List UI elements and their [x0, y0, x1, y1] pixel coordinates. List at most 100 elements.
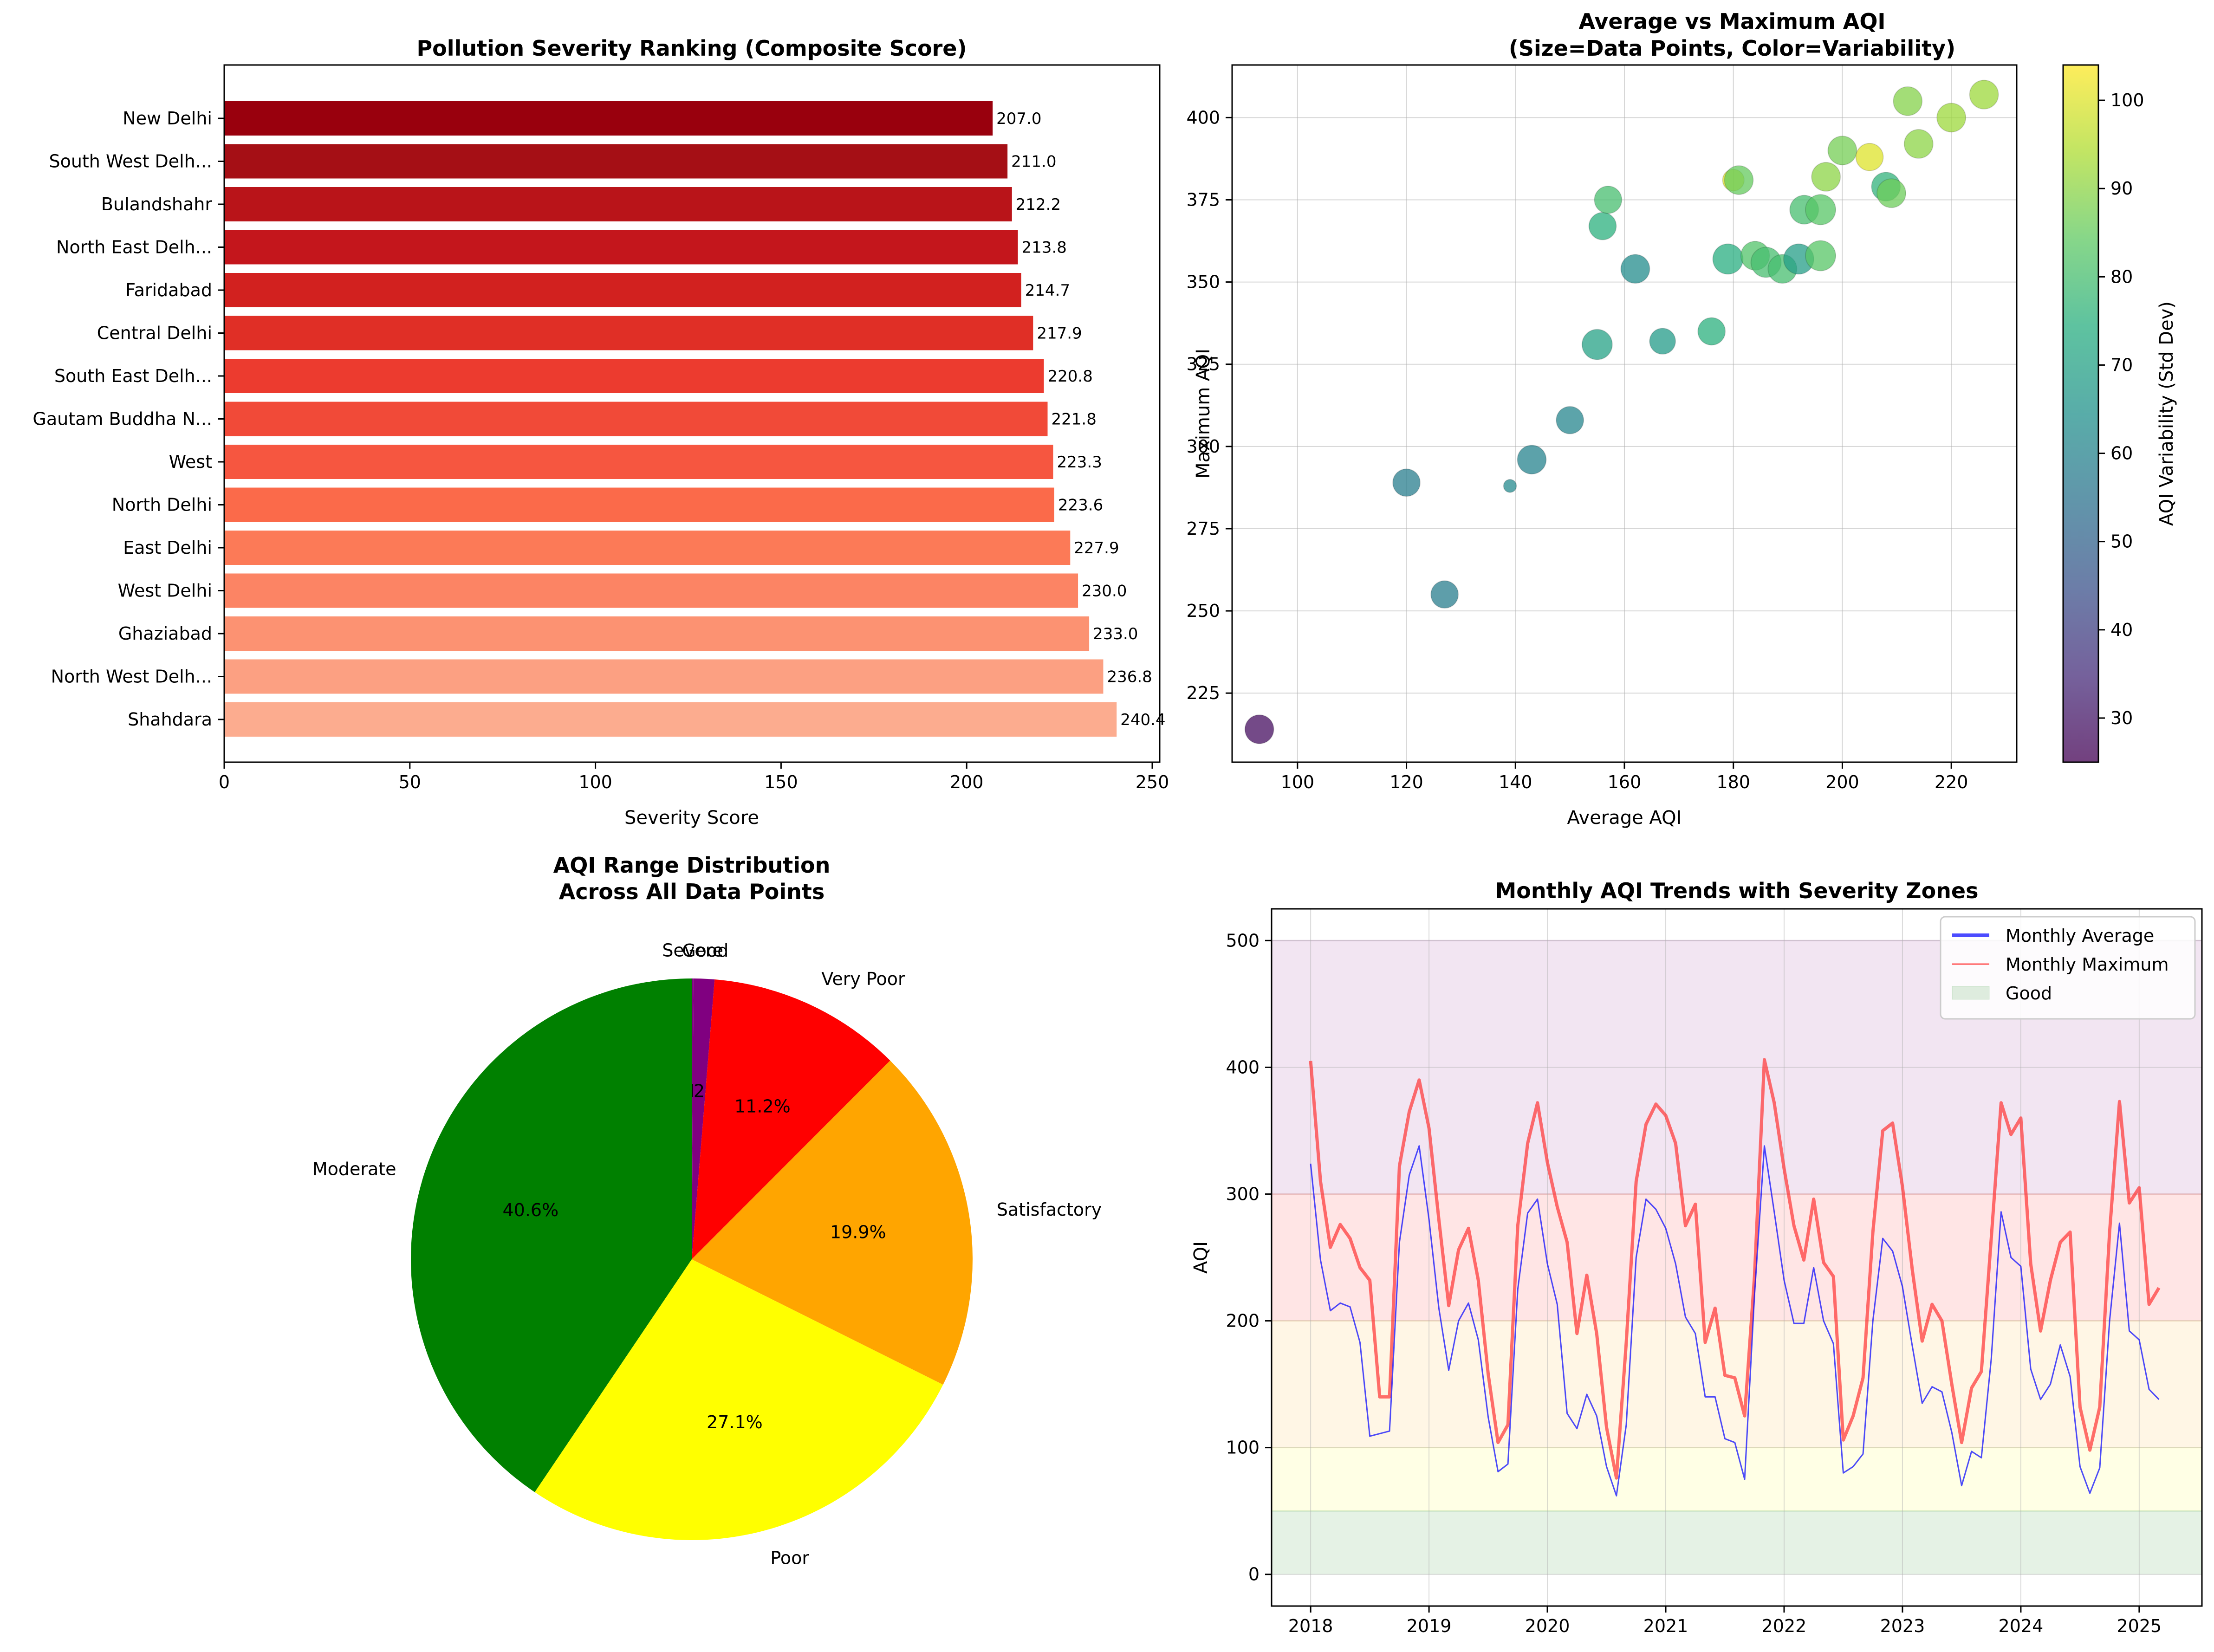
severity-bar [224, 273, 1021, 307]
severity-value-label: 223.3 [1057, 453, 1102, 472]
severity-category-label: North East Delh... [56, 237, 212, 258]
line-x-tick-label: 2021 [1643, 1616, 1688, 1636]
colorbar-label: AQI Variability (Std Dev) [2156, 301, 2177, 526]
line-x-tick-label: 2023 [1880, 1616, 1925, 1636]
severity-bar [224, 359, 1044, 393]
line-x-tick-label: 2024 [1999, 1616, 2044, 1636]
severity-category-label: South West Delh... [49, 151, 212, 172]
scatter-point [1811, 162, 1841, 192]
scatter-y-tick-label: 325 [1186, 354, 1220, 375]
severity-value-label: 227.9 [1074, 539, 1119, 557]
legend-maximum-label: Monthly Maximum [2006, 954, 2169, 975]
severity-zone-band [1272, 1447, 2202, 1511]
severity-category-label: Central Delhi [97, 323, 212, 343]
colorbar-tick-label: 80 [2110, 266, 2133, 287]
line-y-tick-label: 0 [1248, 1564, 1260, 1585]
pie-percent-label: 11.2% [734, 1096, 791, 1117]
severity-category-label: North West Delh... [51, 667, 212, 687]
severity-category-label: Bulandshahr [101, 194, 212, 214]
severity-value-label: 220.8 [1048, 367, 1093, 386]
scatter-point [1805, 240, 1837, 272]
avg-vs-max-scatter-chart: Average vs Maximum AQI (Size=Data Points… [1186, 9, 2177, 829]
severity-x-axis-label: Severity Score [624, 807, 759, 829]
severity-category-label: West [169, 452, 212, 472]
scatter-plot-area: 100 120 140 160 180 200 220 225 250 275 300 325 350 3… [1186, 65, 2017, 792]
scatter-point [1969, 79, 1999, 110]
pie-percent-label: 40.6% [502, 1200, 558, 1220]
severity-value-label: 217.9 [1037, 324, 1082, 343]
scatter-point [1594, 186, 1623, 214]
severity-bar [224, 316, 1033, 350]
severity-value-label: 236.8 [1107, 668, 1152, 687]
scatter-point [1893, 86, 1923, 116]
scatter-x-tick-label: 180 [1716, 772, 1750, 792]
severity-category-label: East Delhi [123, 538, 212, 558]
line-plot-area: 2018 2019 2020 2021 2022 2023 2024 2025 0 100 200 3… [1226, 909, 2202, 1636]
legend-good-swatch [1952, 986, 1990, 1000]
colorbar-tick-label: 50 [2110, 531, 2133, 552]
scatter-y-tick-label: 400 [1186, 107, 1220, 128]
scatter-point [1649, 328, 1676, 355]
line-x-tick-label: 2025 [2117, 1616, 2162, 1636]
severity-bar [224, 445, 1053, 479]
severity-bar [224, 702, 1117, 737]
severity-value-label: 230.0 [1082, 582, 1127, 601]
scatter-point [1697, 317, 1726, 346]
scatter-point [1581, 329, 1613, 360]
pie-slice-label: Satisfactory [997, 1199, 1102, 1220]
pie-slice [692, 978, 715, 1259]
pie-slice [692, 1060, 973, 1385]
scatter-point [1620, 254, 1650, 284]
severity-value-label: 211.0 [1011, 153, 1056, 171]
pie-slice [534, 1259, 943, 1540]
scatter-point [1855, 143, 1884, 171]
colorbar-tick-label: 100 [2110, 90, 2144, 110]
scatter-point [1827, 136, 1857, 166]
scatter-x-tick-label: 100 [1281, 772, 1315, 792]
severity-category-label: New Delhi [123, 108, 212, 129]
line-axes-frame [1271, 908, 2203, 1607]
scatter-x-tick-label: 140 [1499, 772, 1532, 792]
scatter-x-tick-label: 120 [1389, 772, 1423, 792]
scatter-y-tick-label: 275 [1186, 518, 1220, 539]
line-x-tick-label: 2019 [1407, 1616, 1452, 1636]
scatter-x-tick-label: 160 [1608, 772, 1642, 792]
scatter-y-tick-label: 350 [1186, 272, 1220, 292]
severity-category-label: West Delhi [118, 581, 212, 601]
pie-slice-label: Moderate [312, 1159, 396, 1179]
colorbar-tick-label: 90 [2110, 178, 2133, 199]
monthly-average-line [1310, 1145, 2160, 1497]
scatter-point [1556, 406, 1584, 434]
severity-zone-band [1272, 1511, 2202, 1574]
line-y-axis-label: AQI [1190, 1241, 1212, 1274]
colorbar-tick-label: 30 [2110, 708, 2133, 728]
severity-category-label: Shahdara [128, 709, 212, 730]
scatter-point [1724, 165, 1754, 195]
severity-value-label: 213.8 [1022, 239, 1067, 257]
severity-bar [224, 531, 1071, 565]
scatter-x-tick-label: 200 [1825, 772, 1859, 792]
severity-zone-band [1272, 1194, 2202, 1321]
scatter-point [1903, 129, 1934, 159]
colorbar-tick-label: 40 [2110, 620, 2133, 640]
monthly-trend-line-chart: Monthly AQI Trends with Severity Zones 2… [1190, 878, 2203, 1636]
scatter-point [1588, 212, 1617, 240]
severity-ranking-chart: Pollution Severity Ranking (Composite Sc… [32, 36, 1169, 829]
scatter-y-tick-label: 300 [1186, 436, 1220, 457]
colorbar-tick-label: 70 [2110, 355, 2133, 375]
severity-category-label: Ghaziabad [118, 623, 212, 644]
severity-category-label: North Delhi [112, 495, 212, 515]
scatter-point [1936, 103, 1967, 133]
pie-slice [692, 978, 694, 1259]
colorbar-tick-label: 60 [2110, 443, 2133, 464]
line-x-tick-label: 2018 [1288, 1616, 1333, 1636]
severity-x-tick-label: 150 [764, 772, 798, 792]
severity-value-label: 214.7 [1025, 281, 1070, 300]
colorbar-frame [2062, 64, 2099, 763]
severity-x-tick-label: 200 [950, 772, 984, 792]
line-x-tick-label: 2022 [1762, 1616, 1807, 1636]
scatter-y-axis-label: Maximum AQI [1193, 349, 1214, 479]
severity-bar [224, 187, 1012, 221]
scatter-point [1244, 714, 1274, 745]
